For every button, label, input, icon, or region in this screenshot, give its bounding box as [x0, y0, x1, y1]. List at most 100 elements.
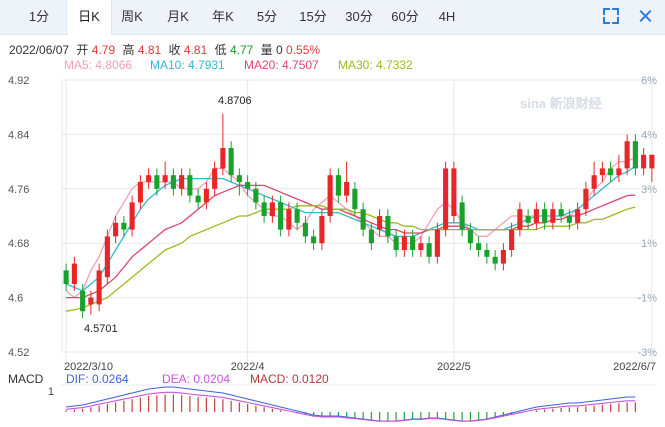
- candle-down: [492, 256, 498, 264]
- x-tick-label: 2022/3/10: [64, 361, 113, 373]
- info-date: 2022/06/07: [9, 43, 70, 57]
- pct-tick-label: 4%: [641, 129, 657, 141]
- high-label: 高: [122, 43, 135, 57]
- candle-up: [418, 243, 424, 250]
- ma5-legend: MA5: 4.8066: [64, 58, 133, 72]
- candle-down: [368, 229, 374, 244]
- candle-down: [121, 222, 127, 230]
- x-tick-label: 2022/5: [437, 361, 471, 373]
- fullscreen-icon[interactable]: [602, 8, 619, 24]
- candle-down: [187, 175, 193, 196]
- candle-down: [278, 202, 284, 230]
- candle-up: [575, 209, 581, 223]
- y-tick-label: 4.68: [8, 238, 29, 250]
- y-tick-label: 4.52: [8, 347, 29, 359]
- candle-down: [558, 209, 564, 216]
- ma-line-ma10: [65, 165, 636, 292]
- open-label: 开: [76, 43, 89, 57]
- candle-down: [393, 236, 399, 250]
- candle-up: [179, 175, 185, 189]
- candle-down: [410, 236, 416, 250]
- tab-daily-k[interactable]: 日K: [66, 0, 112, 35]
- tab-yearly-k[interactable]: 年K: [212, 9, 234, 24]
- low-label: 低: [214, 43, 227, 57]
- candle-up: [509, 229, 515, 250]
- y-tick-label: 4.92: [8, 75, 29, 87]
- candle-up: [203, 188, 209, 203]
- candle-down: [302, 222, 308, 237]
- candle-up: [500, 250, 506, 264]
- candle-down: [63, 270, 69, 284]
- macd-dea-legend: DEA: 0.0204: [162, 372, 231, 386]
- candle-up: [212, 168, 218, 189]
- candle-down: [228, 148, 234, 176]
- candle-up: [286, 209, 292, 230]
- ma30-legend: MA30: 4.7332: [338, 58, 413, 72]
- macd-dea-line: [66, 391, 636, 422]
- candle-down: [80, 290, 86, 312]
- candle-up: [624, 141, 630, 169]
- candle-up: [641, 154, 647, 169]
- candle-down: [245, 182, 251, 189]
- pct-tick-label: -1%: [637, 293, 657, 305]
- ma-line-ma5: [65, 156, 636, 299]
- candle-up: [649, 154, 655, 169]
- ohlc-info-bar: 2022/06/07 开 4.79 高 4.81 收 4.81 低 4.77 量…: [9, 41, 320, 58]
- pct-tick-label: 6%: [641, 75, 657, 87]
- tab-monthly-k[interactable]: 月K: [167, 9, 189, 24]
- candle-down: [484, 250, 490, 257]
- close-value: 4.81: [183, 43, 208, 57]
- x-tick-label: 2022/6/7: [613, 361, 656, 373]
- candle-up: [344, 182, 350, 196]
- candle-down: [385, 216, 391, 237]
- candle-down: [352, 188, 358, 210]
- candle-down: [459, 202, 465, 230]
- macd-dif-legend: DIF: 0.0264: [66, 372, 129, 386]
- change-percent: 0.55%: [286, 43, 321, 57]
- candle-down: [294, 209, 300, 223]
- candle-down: [566, 216, 572, 223]
- candle-up: [451, 168, 457, 216]
- candle-up: [401, 236, 407, 250]
- candle-up: [162, 175, 168, 182]
- ma-line-ma20: [66, 184, 636, 299]
- candle-down: [426, 243, 432, 257]
- tab-5min[interactable]: 5分: [256, 9, 278, 24]
- candle-up: [113, 222, 119, 237]
- candle-up: [591, 175, 597, 189]
- candle-up: [96, 270, 102, 305]
- candle-up: [327, 175, 333, 216]
- pct-tick-label: 1%: [641, 238, 657, 250]
- candle-up: [599, 168, 605, 176]
- low-annotation: 4.5701: [84, 323, 118, 335]
- high-value: 4.81: [137, 43, 162, 57]
- candle-up: [319, 216, 325, 244]
- volume-value: 0: [276, 43, 283, 57]
- tab-4h[interactable]: 4H: [438, 9, 456, 24]
- tab-60min[interactable]: 60分: [391, 9, 419, 24]
- pct-tick-label: -3%: [637, 347, 657, 359]
- candle-up: [269, 202, 275, 216]
- candle-up: [583, 188, 589, 210]
- tab-weekly-k[interactable]: 周K: [121, 9, 143, 24]
- candle-down: [542, 209, 548, 223]
- y-tick-label: 4.76: [8, 184, 29, 196]
- macd-value-legend: MACD: 0.0120: [250, 372, 329, 386]
- candle-down: [311, 236, 317, 244]
- macd-title: MACD: [8, 372, 44, 386]
- y-tick-label: 4.84: [8, 129, 29, 141]
- candle-down: [608, 168, 614, 176]
- candle-up: [616, 168, 622, 176]
- y-tick-label: 4.6: [8, 293, 23, 305]
- candle-down: [261, 202, 267, 216]
- high-annotation: 4.8706: [218, 95, 252, 107]
- candle-up: [129, 202, 135, 230]
- candle-down: [195, 195, 201, 203]
- candle-up: [137, 182, 143, 203]
- tab-1min[interactable]: 1分: [28, 9, 50, 24]
- tab-30min[interactable]: 30分: [345, 9, 373, 24]
- macd-dif-line: [66, 386, 636, 422]
- tab-15min[interactable]: 15分: [299, 9, 327, 24]
- candle-down: [525, 216, 531, 223]
